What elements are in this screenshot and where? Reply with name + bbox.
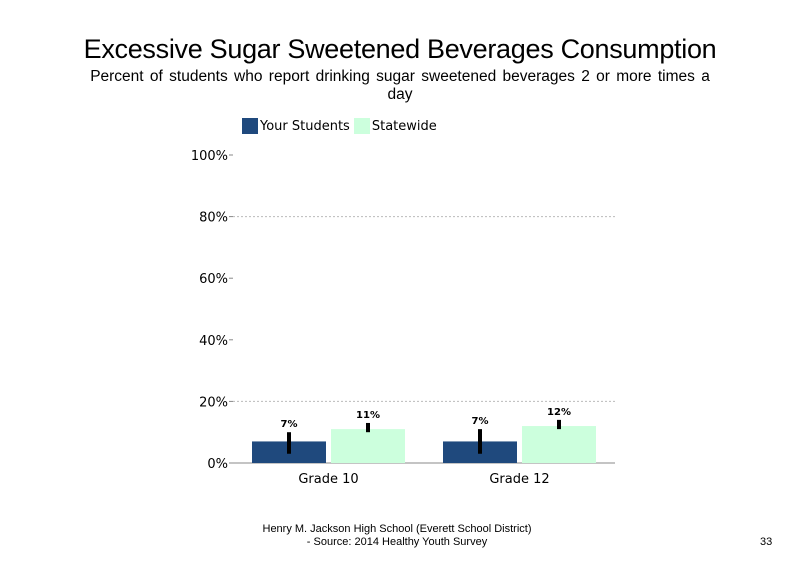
chart-title: Excessive Sugar Sweetened Beverages Cons… [83, 34, 717, 64]
footer-line-school: Henry M. Jackson High School (Everett Sc… [262, 523, 532, 535]
x-tick-label: Grade 10 [298, 472, 358, 487]
footer-source: Henry M. Jackson High School (Everett Sc… [232, 523, 562, 549]
legend-swatch-statewide [353, 118, 370, 134]
bar-statewide [522, 426, 596, 463]
data-label-statewide: 12% [547, 407, 571, 418]
chart-subtitle: Percent of students who report drinking … [90, 68, 710, 103]
data-label-your-students: 7% [281, 419, 298, 430]
y-tick-label: 60% [199, 272, 228, 287]
data-label-statewide: 11% [356, 410, 380, 421]
page-number: 33 [760, 536, 773, 548]
legend-label-statewide: Statewide [371, 118, 437, 134]
y-tick-label: 100% [191, 149, 228, 164]
bar-statewide [331, 429, 405, 463]
y-tick-label: 80% [199, 211, 228, 226]
x-tick-label: Grade 12 [489, 472, 549, 487]
chart-legend: Your Students Statewide [242, 118, 441, 134]
legend-item-statewide: Statewide [353, 118, 437, 134]
legend-label-your-students: Your Students [260, 118, 350, 134]
y-tick-label: 20% [199, 395, 228, 410]
footer-line-source: - Source: 2014 Healthy Youth Survey [306, 536, 488, 548]
data-label-your-students: 7% [472, 416, 489, 427]
y-tick-label: 40% [199, 334, 228, 349]
y-tick-label: 0% [207, 457, 228, 472]
legend-item-your-students: Your Students [242, 118, 350, 134]
legend-swatch-your-students [242, 118, 258, 134]
